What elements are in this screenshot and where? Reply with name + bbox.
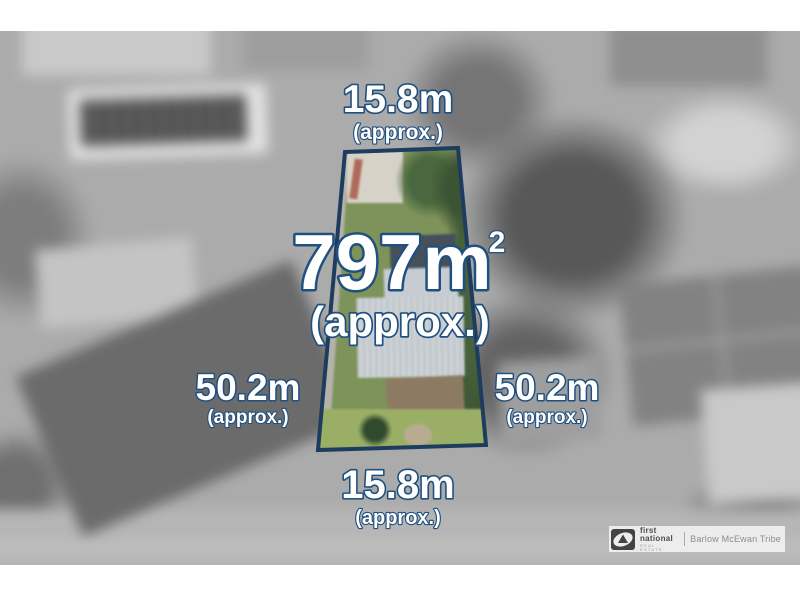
dimension-top-qualifier: (approx.) xyxy=(353,121,443,144)
dimension-left-qualifier: (approx.) xyxy=(207,407,288,428)
lot-garden-bed xyxy=(404,424,432,446)
dimension-bottom-qualifier: (approx.) xyxy=(355,507,441,529)
agency-watermark: first national REAL ESTATE Barlow McEwan… xyxy=(609,526,785,552)
brand-line-1: first xyxy=(640,525,657,535)
lot-back-lawn xyxy=(318,409,486,450)
first-national-logo-icon xyxy=(611,528,635,550)
lot-garden-bush xyxy=(358,413,392,447)
watermark-divider xyxy=(684,532,686,546)
land-area-qualifier: (approx.) xyxy=(310,298,490,345)
agency-name: Barlow McEwan Tribe xyxy=(690,534,781,544)
land-area-superscript: 2 xyxy=(489,226,506,259)
dimension-right-value: 50.2m xyxy=(495,367,600,408)
dimension-top-value: 15.8m xyxy=(343,78,454,121)
aerial-photo xyxy=(0,31,800,565)
land-area-value: 797m xyxy=(292,218,492,306)
dimension-right-qualifier: (approx.) xyxy=(506,407,587,428)
dimension-bottom-value: 15.8m xyxy=(341,463,454,507)
brand-tagline: REAL ESTATE xyxy=(640,542,663,552)
property-lot-highlight xyxy=(318,148,486,450)
first-national-brand: first national REAL ESTATE xyxy=(640,525,679,552)
brand-line-2: national xyxy=(640,533,674,543)
property-boundary-outline xyxy=(315,145,489,453)
dimension-left-value: 50.2m xyxy=(196,367,301,408)
